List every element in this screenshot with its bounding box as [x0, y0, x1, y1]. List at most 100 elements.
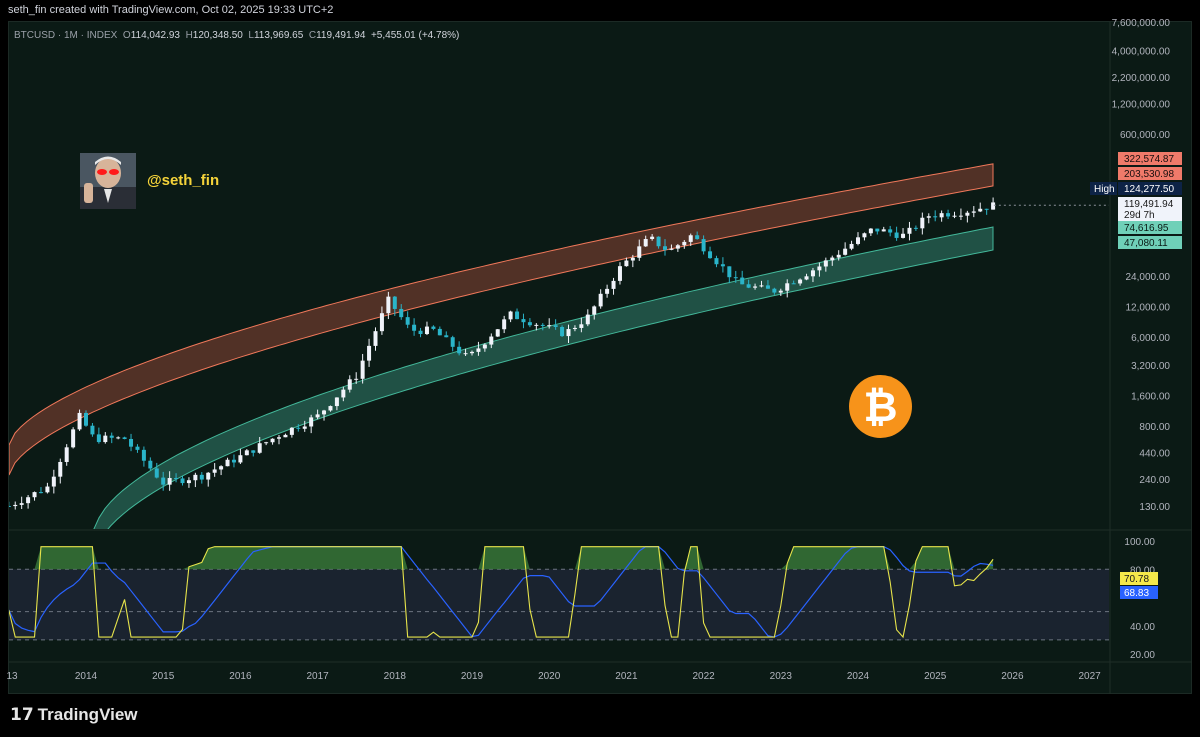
candle: [489, 333, 494, 349]
candle: [45, 482, 50, 494]
price-tick-label: 1,600.00: [1131, 391, 1170, 402]
candle: [302, 420, 307, 432]
time-tick-label: 2014: [75, 671, 98, 682]
candle-body: [991, 202, 996, 210]
candle-body: [283, 434, 288, 438]
candle-body: [740, 277, 745, 285]
candle: [946, 209, 951, 220]
candle-body: [515, 311, 520, 320]
candle-body: [810, 270, 815, 277]
candle: [193, 472, 198, 488]
candle: [643, 235, 648, 247]
candle-body: [418, 330, 423, 335]
candle-body: [856, 237, 860, 244]
candle-body: [225, 459, 230, 467]
candle-body: [174, 478, 179, 480]
time-tick-label: 2023: [770, 671, 793, 682]
header-title: seth_fin created with TradingView.com, O…: [8, 4, 334, 16]
price-tick-label: 130.00: [1139, 502, 1170, 513]
candle-body: [637, 246, 642, 258]
legend-high-label: H: [185, 30, 193, 41]
candle: [759, 280, 764, 288]
rsi-badge: [1120, 586, 1158, 599]
candle-body: [360, 360, 365, 379]
price-badge-label: 74,616.95: [1124, 223, 1169, 234]
candle-body: [894, 232, 899, 238]
author-handle: @seth_fin: [147, 172, 220, 189]
candle: [585, 309, 590, 327]
candle-body: [984, 208, 989, 210]
candle: [296, 424, 301, 432]
candle: [154, 462, 159, 479]
regression-bands: [9, 163, 994, 529]
candle-body: [302, 426, 307, 429]
candle: [231, 454, 236, 468]
candle: [675, 244, 680, 252]
candle-body: [650, 236, 655, 239]
candle: [849, 240, 854, 251]
rsi-badge-label: 68.83: [1124, 588, 1149, 599]
candle-body: [656, 236, 661, 247]
candle-body: [161, 477, 166, 485]
candle: [109, 432, 114, 444]
rsi-overbought-fill: [9, 546, 994, 570]
rsi-pane[interactable]: [9, 546, 1109, 641]
candle-body: [946, 213, 951, 217]
candle-body: [405, 317, 410, 325]
candle: [38, 487, 43, 494]
candle: [939, 210, 944, 222]
candle-body: [798, 279, 803, 284]
time-axis[interactable]: 13 2014 2015 2016 2017 2018 2019 2020 2021 2022 20…: [6, 671, 1101, 682]
rsi-range-band: [9, 569, 1109, 640]
candle-body: [424, 326, 429, 335]
ohlc-legend: BTCUSD · 1M · INDEX O114,042.93 H120,348…: [14, 30, 459, 41]
candle-body: [244, 450, 249, 456]
candle-body: [206, 472, 211, 480]
candle: [135, 444, 140, 453]
price-axis[interactable]: 7,600,000.00 4,000,000.00 2,200,000.00 1,20…: [1090, 18, 1182, 513]
candle-body: [727, 266, 732, 278]
candle: [708, 246, 713, 259]
candle: [611, 277, 616, 295]
candle-body: [103, 435, 108, 443]
candle: [141, 446, 146, 467]
rsi-axis[interactable]: 100.00 80.00 40.00 20.00 70.78 68.83: [1120, 537, 1158, 661]
candle-body: [778, 290, 783, 293]
candle-body: [701, 239, 706, 252]
candle: [283, 433, 288, 438]
candle-body: [695, 235, 700, 240]
candle: [720, 257, 725, 273]
tradingview-logo[interactable]: 17 TradingView: [10, 705, 138, 725]
candle: [894, 226, 899, 241]
candle-body: [540, 324, 545, 326]
candle-body: [109, 435, 114, 438]
candle: [952, 211, 957, 219]
candle: [315, 409, 320, 420]
candle: [605, 284, 610, 298]
candle-body: [804, 276, 809, 280]
price-badge-label: 124,277.50: [1124, 184, 1174, 195]
candle: [373, 327, 378, 351]
candle: [264, 441, 269, 446]
candle: [727, 266, 732, 284]
candle: [540, 323, 545, 331]
candle-series[interactable]: [7, 197, 1110, 510]
bitcoin-logo-icon: ₿: [849, 375, 912, 438]
candle-body: [933, 216, 938, 218]
candle-body: [502, 319, 507, 330]
candle: [888, 225, 893, 237]
candle: [457, 341, 462, 356]
candle-body: [219, 466, 224, 470]
legend-high: 120,348.50: [192, 30, 243, 41]
candle-body: [129, 438, 134, 447]
candle: [244, 449, 249, 456]
candle: [26, 495, 31, 509]
candle-body: [772, 288, 777, 293]
candle: [933, 210, 938, 222]
candle-body: [64, 447, 69, 462]
candle: [367, 338, 372, 367]
candle-body: [309, 417, 314, 427]
candle-body: [19, 503, 24, 505]
price-tick-label: 800.00: [1139, 422, 1170, 433]
